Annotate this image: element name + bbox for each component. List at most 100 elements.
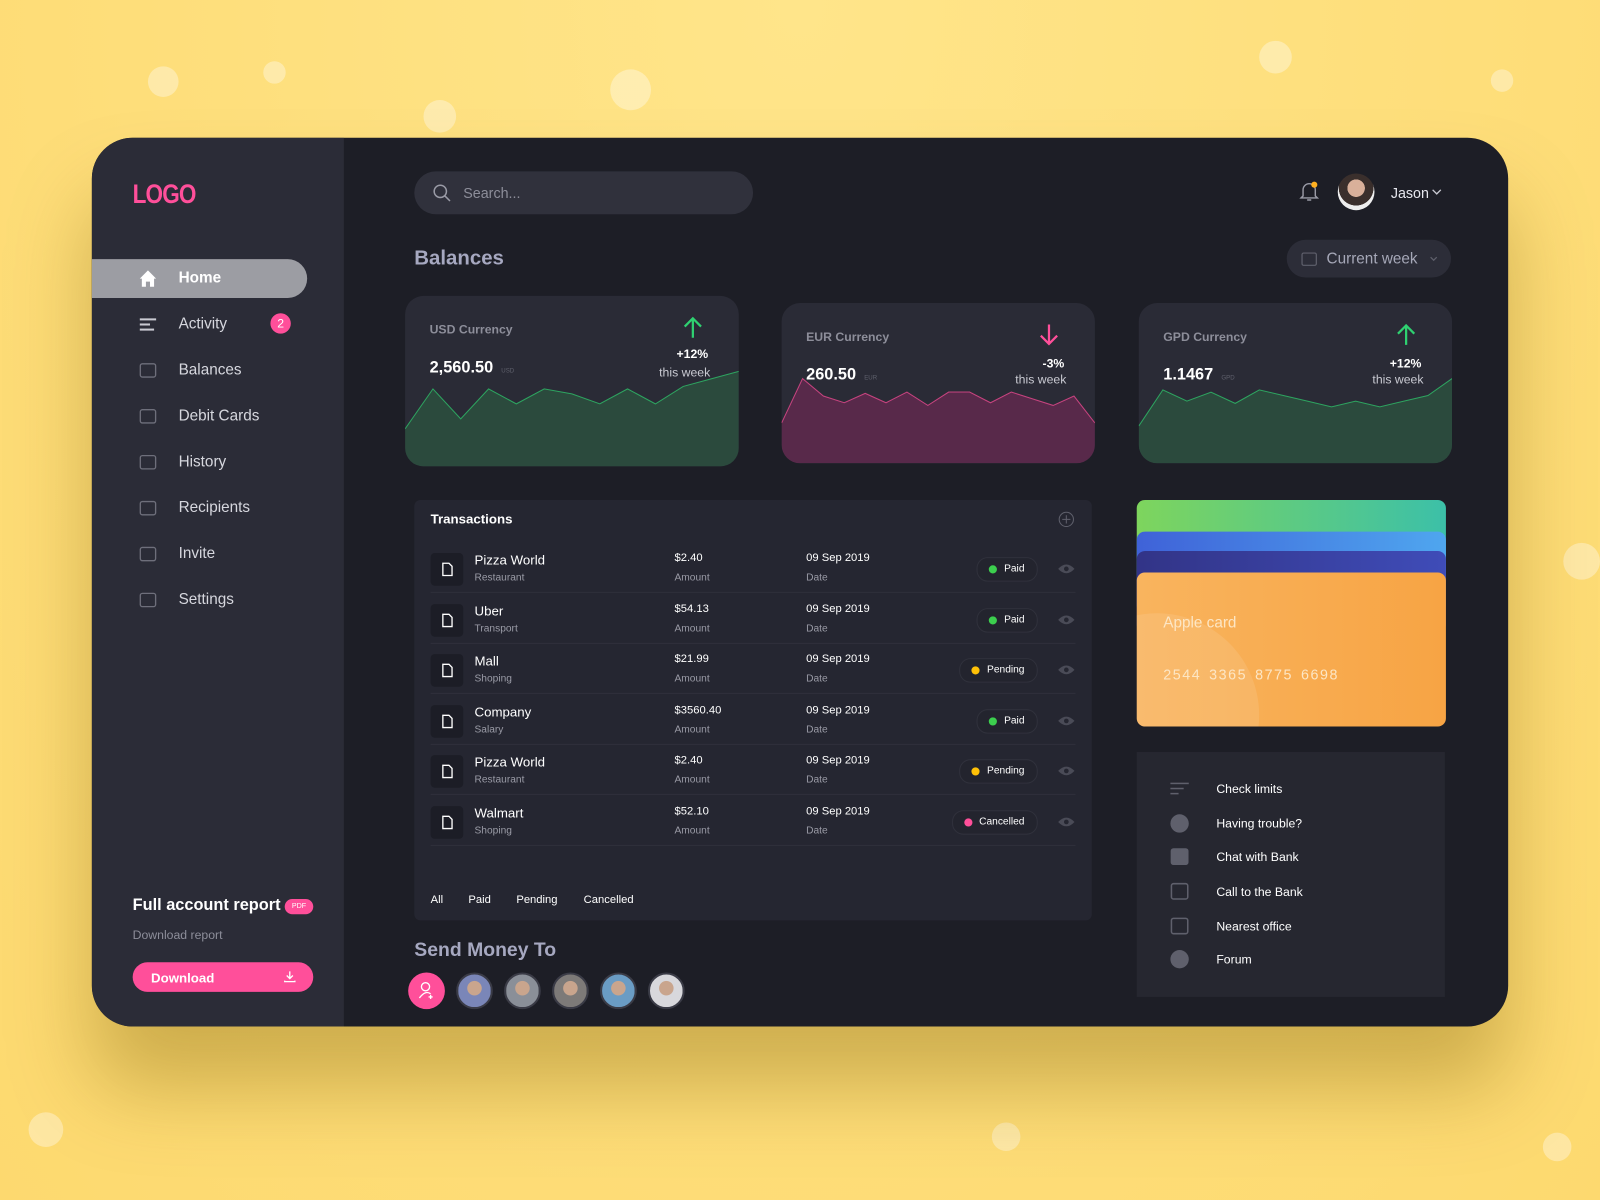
help-icon <box>1170 882 1189 900</box>
doc-icon <box>430 654 464 687</box>
amount: $2.40 <box>674 754 703 767</box>
currency-card: USD Currency 2,560.50 USD +12% this week <box>405 295 739 467</box>
icon <box>1062 515 1071 524</box>
status-text: Pending <box>987 664 1025 676</box>
recipient-avatar[interactable] <box>647 972 685 1010</box>
nav-icon <box>139 546 157 562</box>
help-item[interactable]: Check limits <box>1169 778 1414 800</box>
nav-item[interactable]: Recipients <box>92 489 344 528</box>
transactions-panel: Transactions Pizza World Restaurant $2.40 Am… <box>414 499 1092 921</box>
user-name[interactable]: Jason <box>1390 184 1429 202</box>
merchant-category: Shoping <box>474 673 512 685</box>
icon <box>442 764 453 779</box>
doc-icon <box>430 553 464 586</box>
change-note: this week <box>1015 372 1067 387</box>
nav-icon <box>139 270 157 287</box>
help-icon <box>1170 949 1189 969</box>
recipient-avatar[interactable] <box>504 972 541 1010</box>
change-note: this week <box>659 365 711 380</box>
change-note: this week <box>1372 372 1424 387</box>
status-text: Paid <box>1004 714 1025 727</box>
add-button[interactable] <box>1058 511 1074 528</box>
recipient-avatar[interactable] <box>599 972 637 1010</box>
help-item[interactable]: Forum <box>1169 948 1414 970</box>
recipient-avatar[interactable] <box>456 972 493 1010</box>
status-pill: Paid <box>976 607 1038 633</box>
report-subtitle: Download report <box>132 927 223 942</box>
view-button[interactable] <box>1057 765 1075 776</box>
merchant-name: Pizza World <box>474 552 546 568</box>
help-label: Forum <box>1216 952 1252 967</box>
search-box[interactable]: Search... <box>414 171 754 215</box>
period-select[interactable]: Current week <box>1286 239 1452 278</box>
report-title: Full account report <box>132 896 281 915</box>
nav-item[interactable]: Debit Cards <box>92 397 344 436</box>
icon-outline <box>139 500 157 516</box>
view-button[interactable] <box>1057 563 1075 574</box>
doc-icon <box>430 603 464 637</box>
nav-icon <box>139 363 157 378</box>
view-button[interactable] <box>1057 715 1075 726</box>
view-button[interactable] <box>1057 614 1075 625</box>
filter-tab[interactable]: Cancelled <box>583 893 634 907</box>
recipient-avatar[interactable] <box>552 972 589 1010</box>
icon <box>420 981 431 992</box>
help-label: Check limits <box>1216 781 1283 796</box>
currency-name: GPD Currency <box>1163 329 1247 344</box>
decor <box>1490 69 1514 92</box>
help-icon <box>1170 848 1189 866</box>
help-item[interactable]: Nearest office <box>1169 915 1414 937</box>
add-recipient[interactable] <box>408 972 445 1010</box>
date: 09 Sep 2019 <box>806 602 870 615</box>
filter-tab[interactable]: Paid <box>468 893 491 907</box>
transaction-row: Walmart Shoping $52.10 Amount 09 Sep 2019 Dat… <box>430 795 1076 846</box>
help-panel: Check limits Having trouble? Chat with Ban… <box>1136 752 1445 997</box>
status-pill: Cancelled <box>951 809 1038 835</box>
currency-amount: 2,560.50 USD <box>429 359 515 377</box>
icon <box>1170 787 1184 790</box>
help-item[interactable]: Having trouble? <box>1169 812 1414 834</box>
date-label: Date <box>806 572 828 584</box>
status-dot <box>971 666 980 675</box>
card-number-group: 2544 <box>1163 666 1202 683</box>
view-button[interactable] <box>1057 816 1075 827</box>
decor <box>147 66 179 97</box>
currency-unit: GPD <box>1221 375 1235 382</box>
download-button[interactable]: Download <box>132 962 314 992</box>
nav-item[interactable]: Balances <box>92 351 344 390</box>
view-button[interactable] <box>1057 664 1075 675</box>
currency-amount: 260.50 EUR <box>806 366 878 384</box>
amount-label: Amount <box>674 774 710 786</box>
panel-title: Transactions <box>430 511 513 527</box>
help-item[interactable]: Call to the Bank <box>1169 881 1414 903</box>
download-icon <box>284 971 296 983</box>
nav-item[interactable]: Home <box>91 259 308 298</box>
currency-name: USD Currency <box>429 322 513 337</box>
icon <box>1170 917 1189 935</box>
nav-item[interactable]: History <box>92 443 344 482</box>
sparkline <box>781 377 1095 464</box>
help-label: Call to the Bank <box>1216 884 1303 899</box>
merchant-category: Restaurant <box>474 774 525 786</box>
nav-item[interactable]: Activity 2 <box>92 305 344 344</box>
nav-item[interactable]: Invite <box>92 535 344 574</box>
filter-tab[interactable]: All <box>430 893 444 907</box>
change-arrow <box>683 316 702 338</box>
amount: $52.10 <box>674 804 709 817</box>
icon-line <box>139 318 157 321</box>
chevron <box>1430 256 1438 262</box>
nav-item[interactable]: Settings <box>92 581 344 620</box>
icon <box>442 815 453 829</box>
status-pill: Pending <box>959 759 1038 784</box>
amount: $2.40 <box>674 552 703 565</box>
nav-label: Settings <box>178 590 234 609</box>
amount: $3560.40 <box>674 703 722 716</box>
filter-tab[interactable]: Pending <box>516 893 558 907</box>
calendar-icon <box>1301 252 1317 266</box>
help-item[interactable]: Chat with Bank <box>1169 846 1414 868</box>
nav-label: Balances <box>178 361 242 379</box>
merchant-name: Uber <box>474 602 504 618</box>
transaction-row: Uber Transport $54.13 Amount 09 Sep 2019 Date… <box>430 593 1076 644</box>
